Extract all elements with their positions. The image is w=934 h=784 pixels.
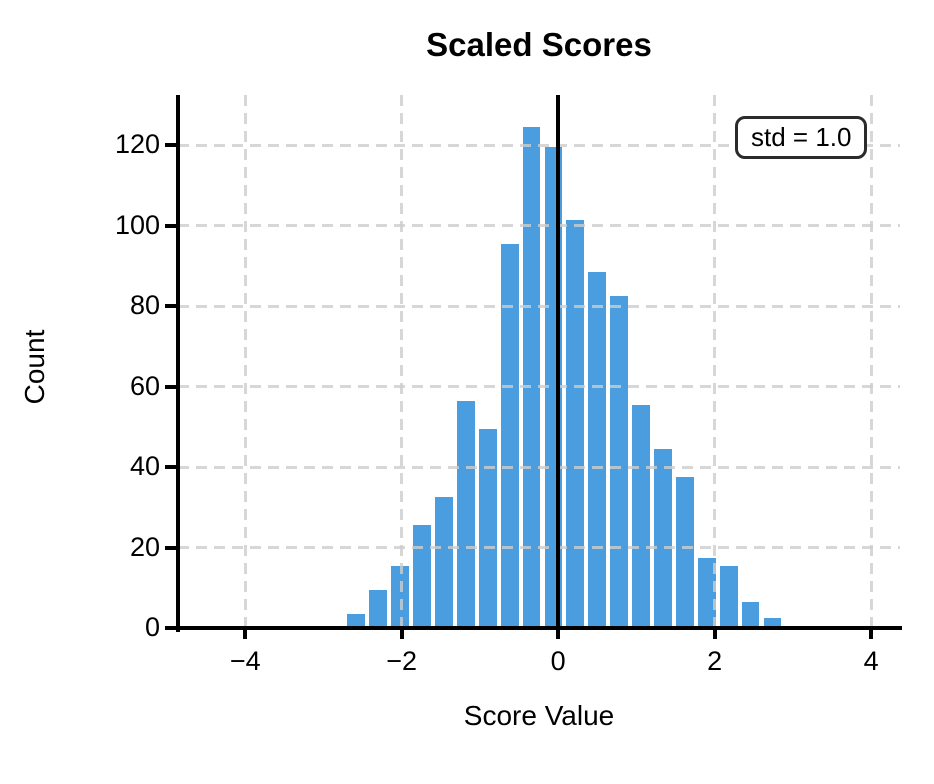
histogram-bar [367,587,390,628]
zero-vline [556,95,561,628]
y-tick [165,304,176,309]
y-tick-label: 20 [129,531,160,562]
y-tick-label: 0 [144,612,160,642]
y-tick [165,545,176,550]
histogram-bar [564,217,587,628]
histogram-bar [630,402,652,628]
histogram-bar [345,611,368,628]
std-annotation: std = 1.0 [735,116,868,159]
y-tick-label: 40 [129,451,160,482]
y-tick [165,626,176,630]
v-gridline [243,95,247,628]
x-tick-label: −2 [386,646,418,676]
y-tick-label: 60 [129,370,160,401]
histogram-bar [761,615,784,628]
x-axis-label: Score Value [463,700,615,731]
h-gridline [178,143,900,147]
histogram-bar [586,270,609,628]
y-tick [165,384,176,389]
histogram-bar [476,426,499,628]
histogram-bar [411,523,433,628]
histogram-bar [520,125,543,628]
y-axis-label: Count [19,329,50,405]
y-tick [165,223,176,228]
y-tick [165,143,176,148]
y-tick [165,465,176,470]
h-gridline [178,385,900,389]
plot-area: 0 20 40 60 80 100 120 −4 −2 0 2 4 std = 1.0 [115,95,902,676]
v-gridline [869,95,873,628]
histogram-bar [695,555,718,628]
histogram-bar [454,398,477,628]
histogram-bar [433,495,455,628]
x-tick-label: 2 [707,646,723,676]
bottom-spine [176,626,902,630]
x-tick [556,628,561,639]
left-spine [176,95,180,632]
x-tick [243,628,248,639]
h-gridline [178,546,900,549]
histogram-bar [652,447,674,628]
y-tick-label: 80 [129,290,160,321]
x-tick-label: −4 [229,646,261,676]
x-tick [712,628,717,639]
v-gridline [400,95,404,628]
h-gridline [178,465,900,469]
y-tick-label: 100 [114,209,160,240]
histogram-bar [389,563,412,628]
x-tick-label: 0 [550,646,566,676]
histogram-bar [717,563,740,628]
h-gridline [178,304,900,308]
histogram-bar [498,241,521,628]
x-tick [399,628,404,639]
x-tick [869,628,874,639]
y-tick-label: 120 [114,129,160,160]
v-gridline [713,95,717,628]
histogram-bar [673,475,696,628]
histogram-bar [608,294,631,628]
x-tick-label: 4 [863,646,879,676]
histogram-bar [739,599,762,628]
h-gridline [178,224,900,228]
chart-title: Scaled Scores [426,26,652,63]
